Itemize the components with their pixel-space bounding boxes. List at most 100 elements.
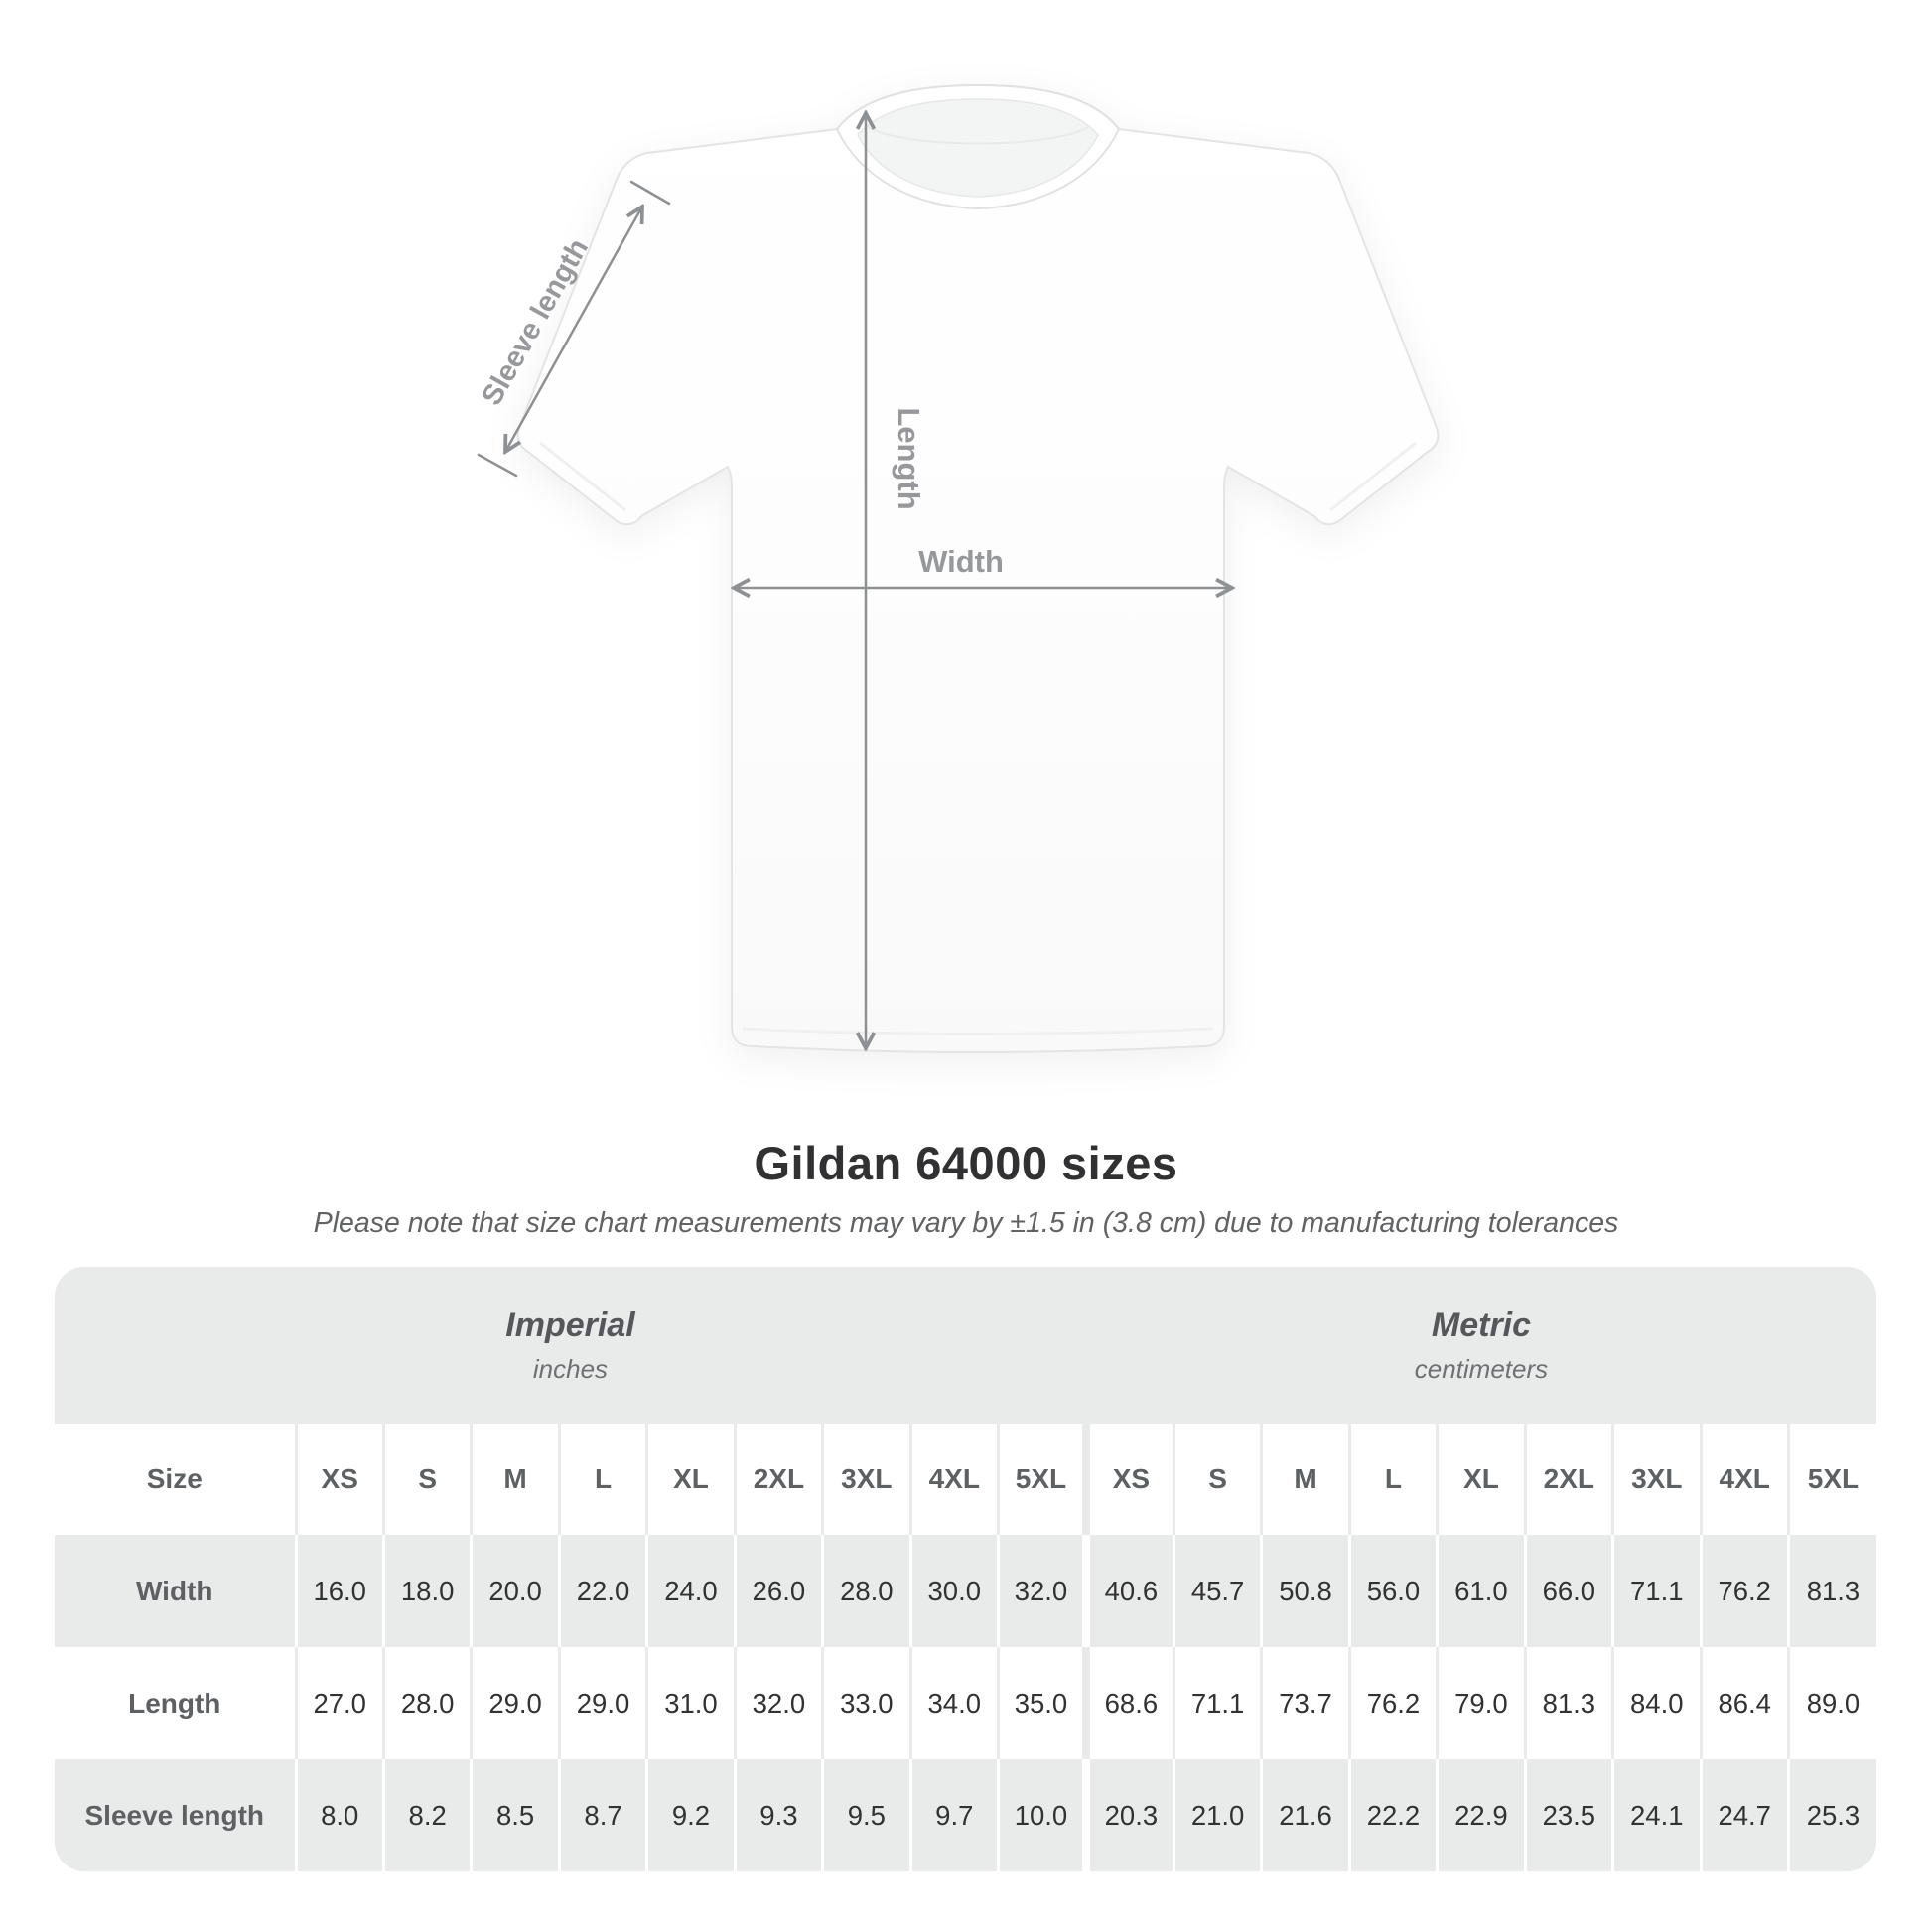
measurement-cell: 45.7 xyxy=(1172,1535,1262,1647)
size-header-imperial-5xl: 5XL xyxy=(996,1424,1086,1535)
tshirt-measurement-diagram: Width Length Sleeve length xyxy=(476,83,1440,1053)
page-subtitle: Please note that size chart measurements… xyxy=(313,1207,1619,1239)
size-header-metric-l: L xyxy=(1347,1424,1438,1535)
measurement-cell: 84.0 xyxy=(1611,1647,1701,1759)
size-header-imperial-xs: XS xyxy=(294,1424,384,1535)
measurement-cell: 21.6 xyxy=(1260,1759,1350,1871)
size-table: Imperial inches Metric centimeters Size XS S M L… xyxy=(55,1267,1876,1871)
measurement-row-length: Length 27.0 28.0 29.0 29.0 31.0 32.0 33.0 34.0 35… xyxy=(55,1647,1876,1759)
measurement-cell: 86.4 xyxy=(1699,1647,1789,1759)
measurement-cell: 81.3 xyxy=(1786,1535,1876,1647)
page-title: Gildan 64000 sizes xyxy=(754,1137,1178,1189)
measurement-cell: 30.0 xyxy=(908,1535,999,1647)
measurement-cell: 20.3 xyxy=(1081,1759,1174,1871)
size-header-metric-xs: XS xyxy=(1081,1424,1174,1535)
size-header-metric-2xl: 2XL xyxy=(1523,1424,1613,1535)
size-header-imperial-m: M xyxy=(470,1424,560,1535)
collar-back-seam xyxy=(867,126,1089,145)
measurement-cell: 34.0 xyxy=(908,1647,999,1759)
hem-seam xyxy=(742,1027,1214,1035)
collar-opening xyxy=(857,98,1099,198)
measurement-cell: 66.0 xyxy=(1523,1535,1613,1647)
measurement-row-label: Sleeve length xyxy=(84,1799,264,1831)
measurement-cell: 35.0 xyxy=(996,1647,1086,1759)
measurement-cell: 32.0 xyxy=(733,1647,823,1759)
size-table-el: Imperial inches Metric centimeters Size XS S M L… xyxy=(55,1267,1876,1871)
right-cuff-seam xyxy=(1329,441,1417,512)
measurement-cell: 25.3 xyxy=(1786,1759,1876,1871)
size-header-metric-3xl: 3XL xyxy=(1611,1424,1701,1535)
measurement-cell: 76.2 xyxy=(1347,1647,1438,1759)
measurement-cell: 21.0 xyxy=(1172,1759,1262,1871)
size-header-imperial-l: L xyxy=(557,1424,647,1535)
sleeve-dimension-tick-top xyxy=(629,180,671,206)
length-dimension-label: Length xyxy=(892,407,926,509)
measurement-cell: 81.3 xyxy=(1523,1647,1613,1759)
measurement-cell: 89.0 xyxy=(1786,1647,1876,1759)
imperial-band-header: Imperial inches xyxy=(55,1267,1086,1424)
measurement-cell: 16.0 xyxy=(294,1535,384,1647)
measurement-cell: 8.7 xyxy=(557,1759,647,1871)
measurement-cell: 73.7 xyxy=(1260,1647,1350,1759)
size-header-metric-m: M xyxy=(1260,1424,1350,1535)
measurement-cell: 71.1 xyxy=(1172,1647,1262,1759)
measurement-cell: 20.0 xyxy=(470,1535,560,1647)
measurement-cell: 22.2 xyxy=(1347,1759,1438,1871)
measurement-cell: 9.7 xyxy=(908,1759,999,1871)
measurement-cell: 32.0 xyxy=(996,1535,1086,1647)
measurement-cell: 9.3 xyxy=(733,1759,823,1871)
measurement-cell: 68.6 xyxy=(1081,1647,1174,1759)
size-header-metric-xl: XL xyxy=(1436,1424,1526,1535)
unit-band-row: Imperial inches Metric centimeters xyxy=(55,1267,1876,1424)
size-header-imperial-xl: XL xyxy=(645,1424,736,1535)
measurement-cell: 22.9 xyxy=(1436,1759,1526,1871)
sleeve-dimension-tick-bottom xyxy=(477,453,518,478)
measurement-row-sleeve-length: Sleeve length 8.0 8.2 8.5 8.7 9.2 9.3 9.5 9.7 10.… xyxy=(55,1759,1876,1871)
measurement-cell: 26.0 xyxy=(733,1535,823,1647)
measurement-cell: 10.0 xyxy=(996,1759,1086,1871)
size-header-row: Size XS S M L XL 2XL 3XL 4XL 5XL XS S M L XL 2XL 3XL 4XL 5… xyxy=(55,1424,1876,1535)
tshirt-graphic xyxy=(516,83,1440,1053)
measurement-cell: 29.0 xyxy=(557,1647,647,1759)
measurement-cell: 8.5 xyxy=(470,1759,560,1871)
measurement-cell: 71.1 xyxy=(1611,1535,1701,1647)
measurement-cell: 61.0 xyxy=(1436,1535,1526,1647)
measurement-cell: 24.7 xyxy=(1699,1759,1789,1871)
measurement-row-width: Width 16.0 18.0 20.0 22.0 24.0 26.0 28.0 30.0 32.… xyxy=(55,1535,1876,1647)
size-column-header: Size xyxy=(55,1424,296,1535)
sleeve-dimension-line xyxy=(505,207,642,452)
measurement-cell: 50.8 xyxy=(1260,1535,1350,1647)
size-header-metric-4xl: 4XL xyxy=(1699,1424,1789,1535)
measurement-cell: 76.2 xyxy=(1699,1535,1789,1647)
measurement-row-label: Width xyxy=(136,1575,213,1606)
measurement-cell: 33.0 xyxy=(821,1647,911,1759)
size-header-imperial-3xl: 3XL xyxy=(821,1424,911,1535)
measurement-cell: 18.0 xyxy=(381,1535,472,1647)
measurement-cell: 24.0 xyxy=(645,1535,736,1647)
measurement-cell: 28.0 xyxy=(821,1535,911,1647)
measurement-cell: 27.0 xyxy=(294,1647,384,1759)
size-header-metric-5xl: 5XL xyxy=(1786,1424,1876,1535)
unit-group-sublabel: centimeters xyxy=(1414,1353,1549,1384)
measurement-cell: 24.1 xyxy=(1611,1759,1701,1871)
size-header-imperial-s: S xyxy=(381,1424,472,1535)
measurement-cell: 29.0 xyxy=(470,1647,560,1759)
measurement-cell: 79.0 xyxy=(1436,1647,1526,1759)
unit-group-sublabel: inches xyxy=(532,1353,609,1384)
measurement-cell: 23.5 xyxy=(1523,1759,1613,1871)
unit-group-label: Imperial xyxy=(505,1306,635,1344)
measurement-row-label: Length xyxy=(128,1687,221,1719)
measurement-cell: 31.0 xyxy=(645,1647,736,1759)
metric-band-header: Metric centimeters xyxy=(1085,1267,1876,1424)
measurement-cell: 9.2 xyxy=(645,1759,736,1871)
width-dimension-label: Width xyxy=(918,544,1004,579)
unit-group-label: Metric xyxy=(1431,1306,1532,1344)
measurement-cell: 9.5 xyxy=(821,1759,911,1871)
measurement-cell: 56.0 xyxy=(1347,1535,1438,1647)
size-table-body: Imperial inches Metric centimeters Size XS S M L… xyxy=(55,1267,1876,1871)
measurement-cell: 22.0 xyxy=(557,1535,647,1647)
size-header-imperial-2xl: 2XL xyxy=(733,1424,823,1535)
measurement-cell: 40.6 xyxy=(1081,1535,1174,1647)
measurement-cell: 8.0 xyxy=(294,1759,384,1871)
